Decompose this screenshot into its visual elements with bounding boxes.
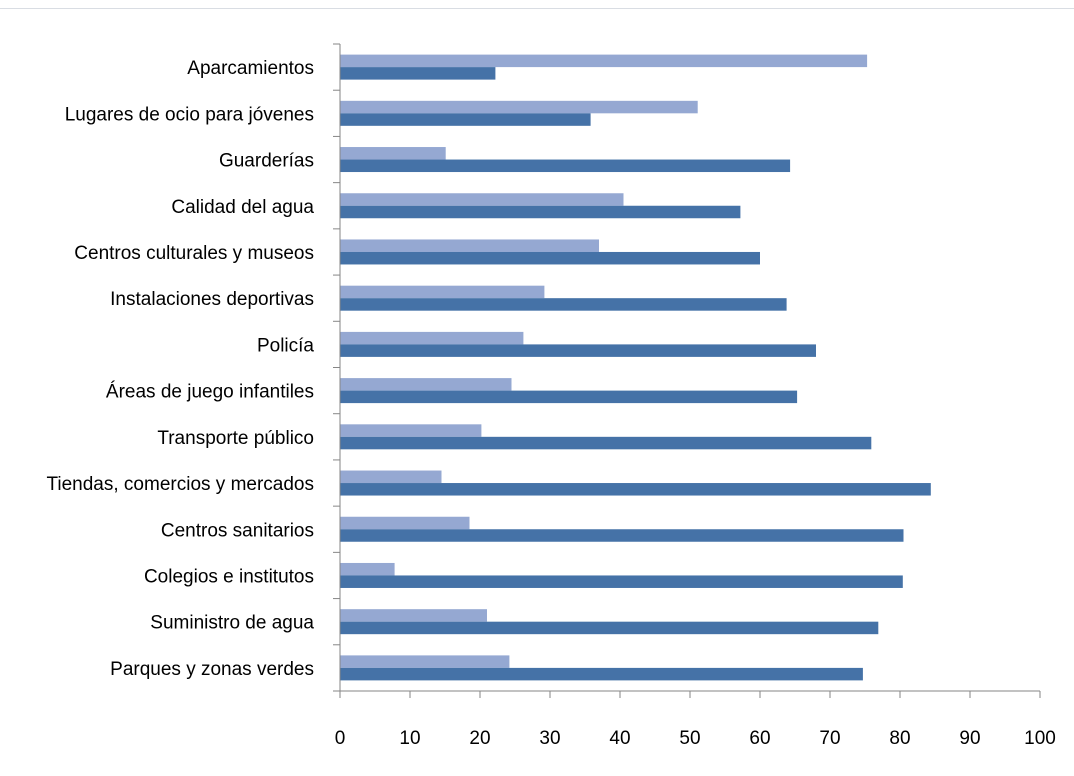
bar-series-2-14 [340,667,863,681]
bar-series-1-1 [340,54,868,68]
bar-series-1-13 [340,609,487,622]
bar-series-1-12 [340,562,395,576]
bar-series-2-12 [340,575,903,588]
x-tick-label: 60 [749,728,770,749]
category-label: Tiendas, comercios y mercados [46,474,314,495]
category-label: Instalaciones deportivas [110,289,314,310]
category-label: Parques y zonas verdes [110,659,314,680]
category-label: Transporte público [157,428,314,449]
bar-series-1-11 [340,516,470,530]
bar-series-2-11 [340,529,904,542]
x-tick-label: 10 [399,728,420,749]
x-tick-label: 90 [959,728,980,749]
x-tick-label: 100 [1024,728,1056,749]
category-label: Guarderías [219,151,314,172]
bar-series-2-5 [340,251,760,265]
bar-series-1-14 [340,655,510,668]
category-label: Áreas de juego infantiles [106,382,314,403]
category-label: Policía [257,335,314,356]
bar-series-2-10 [340,483,931,496]
bar-series-1-2 [340,100,698,114]
bar-series-1-10 [340,470,442,484]
top-border-line [0,8,1074,9]
bar-series-2-6 [340,298,787,311]
x-tick-label: 50 [679,728,700,749]
bar-series-2-8 [340,390,798,404]
category-label: Aparcamientos [187,58,314,79]
category-label: Suministro de agua [150,613,314,634]
bar-series-1-9 [340,424,482,437]
category-label: Calidad del agua [171,197,314,218]
bar-series-2-2 [340,113,591,126]
category-label: Centros culturales y museos [74,243,314,264]
bars-layer [340,54,931,681]
bar-series-2-3 [340,159,791,173]
bar-series-2-1 [340,67,496,80]
axes-layer [333,43,1041,698]
labels-layer: Aparcamientos Lugares de ocio para jóvene… [46,58,1055,749]
bar-series-1-5 [340,239,599,252]
bar-series-2-9 [340,436,872,450]
x-tick-label: 80 [889,728,910,749]
x-tick-label: 0 [335,728,346,749]
x-tick-label: 30 [539,728,560,749]
bar-series-2-13 [340,621,879,635]
x-tick-label: 40 [609,728,630,749]
category-label: Centros sanitarios [161,520,314,541]
bar-series-1-3 [340,147,446,160]
category-label: Lugares de ocio para jóvenes [65,104,314,125]
category-label: Colegios e institutos [144,566,314,587]
x-tick-label: 70 [819,728,840,749]
bar-series-2-7 [340,344,816,357]
bar-series-1-8 [340,378,512,391]
bar-series-1-4 [340,193,624,206]
bar-series-1-6 [340,285,545,299]
bar-series-2-4 [340,205,741,219]
bar-series-1-7 [340,331,524,345]
x-tick-label: 20 [469,728,490,749]
